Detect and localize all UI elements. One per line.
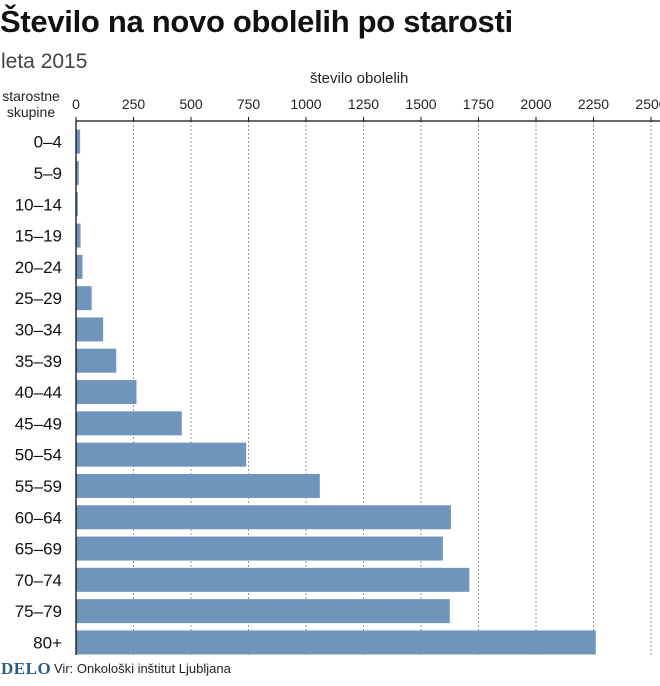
- y-category-label: 35–39: [15, 352, 62, 371]
- x-tick-label: 2000: [520, 96, 551, 112]
- bar: [76, 473, 320, 498]
- x-tick-label: 1250: [348, 96, 379, 112]
- y-category-label: 50–54: [15, 446, 62, 465]
- grid-layer: [133, 121, 652, 655]
- y-category-label: 80+: [33, 633, 62, 652]
- bar: [76, 630, 596, 655]
- bar: [76, 567, 470, 592]
- bar: [76, 317, 104, 342]
- bar: [76, 411, 182, 436]
- y-category-label: 70–74: [15, 571, 62, 590]
- bar: [76, 348, 117, 373]
- x-tick-label: 2250: [578, 96, 609, 112]
- y-category-label: 15–19: [15, 227, 62, 246]
- y-category-label: 45–49: [15, 414, 62, 433]
- axis-layer: [75, 117, 660, 655]
- x-tick-label: 1750: [463, 96, 494, 112]
- chart-title: Število na novo obolelih po starosti: [0, 4, 513, 39]
- bar: [76, 536, 443, 561]
- bar: [76, 254, 83, 279]
- x-tick-label: 1500: [405, 96, 436, 112]
- y-category-label: 25–29: [15, 289, 62, 308]
- delo-logo: DELO: [1, 659, 52, 678]
- bar: [76, 442, 247, 467]
- x-tick-label: 1000: [290, 96, 321, 112]
- x-tick-label: 750: [237, 96, 261, 112]
- source-note: Vir: Onkološki inštitut Ljubljana: [54, 661, 231, 676]
- y-category-label: 20–24: [15, 258, 62, 277]
- bar: [76, 223, 81, 248]
- chart-subtitle: leta 2015: [1, 50, 88, 73]
- y-category-label: 5–9: [34, 164, 62, 183]
- bar: [76, 160, 79, 185]
- y-category-label: 30–34: [15, 320, 62, 339]
- x-tick-label: 500: [179, 96, 203, 112]
- y-category-label: 75–79: [15, 602, 62, 621]
- x-axis-title: število obolelih: [310, 70, 409, 87]
- y-category-label: 65–69: [15, 540, 62, 559]
- y-axis-title: starostne skupine: [2, 88, 60, 120]
- y-category-label: 60–64: [15, 508, 62, 527]
- y-category-label: 0–4: [34, 133, 62, 152]
- x-tick-label: 250: [122, 96, 146, 112]
- bar: [76, 192, 78, 217]
- bar: [76, 380, 137, 405]
- bar: [76, 505, 451, 530]
- bar-layer: [76, 129, 596, 655]
- y-category-label: 55–59: [15, 477, 62, 496]
- x-tick-label: 0: [72, 96, 80, 112]
- bar: [76, 286, 92, 311]
- bar: [76, 129, 81, 154]
- bar: [76, 599, 450, 624]
- y-category-label: 10–14: [15, 195, 62, 214]
- y-category-label: 40–44: [15, 383, 62, 402]
